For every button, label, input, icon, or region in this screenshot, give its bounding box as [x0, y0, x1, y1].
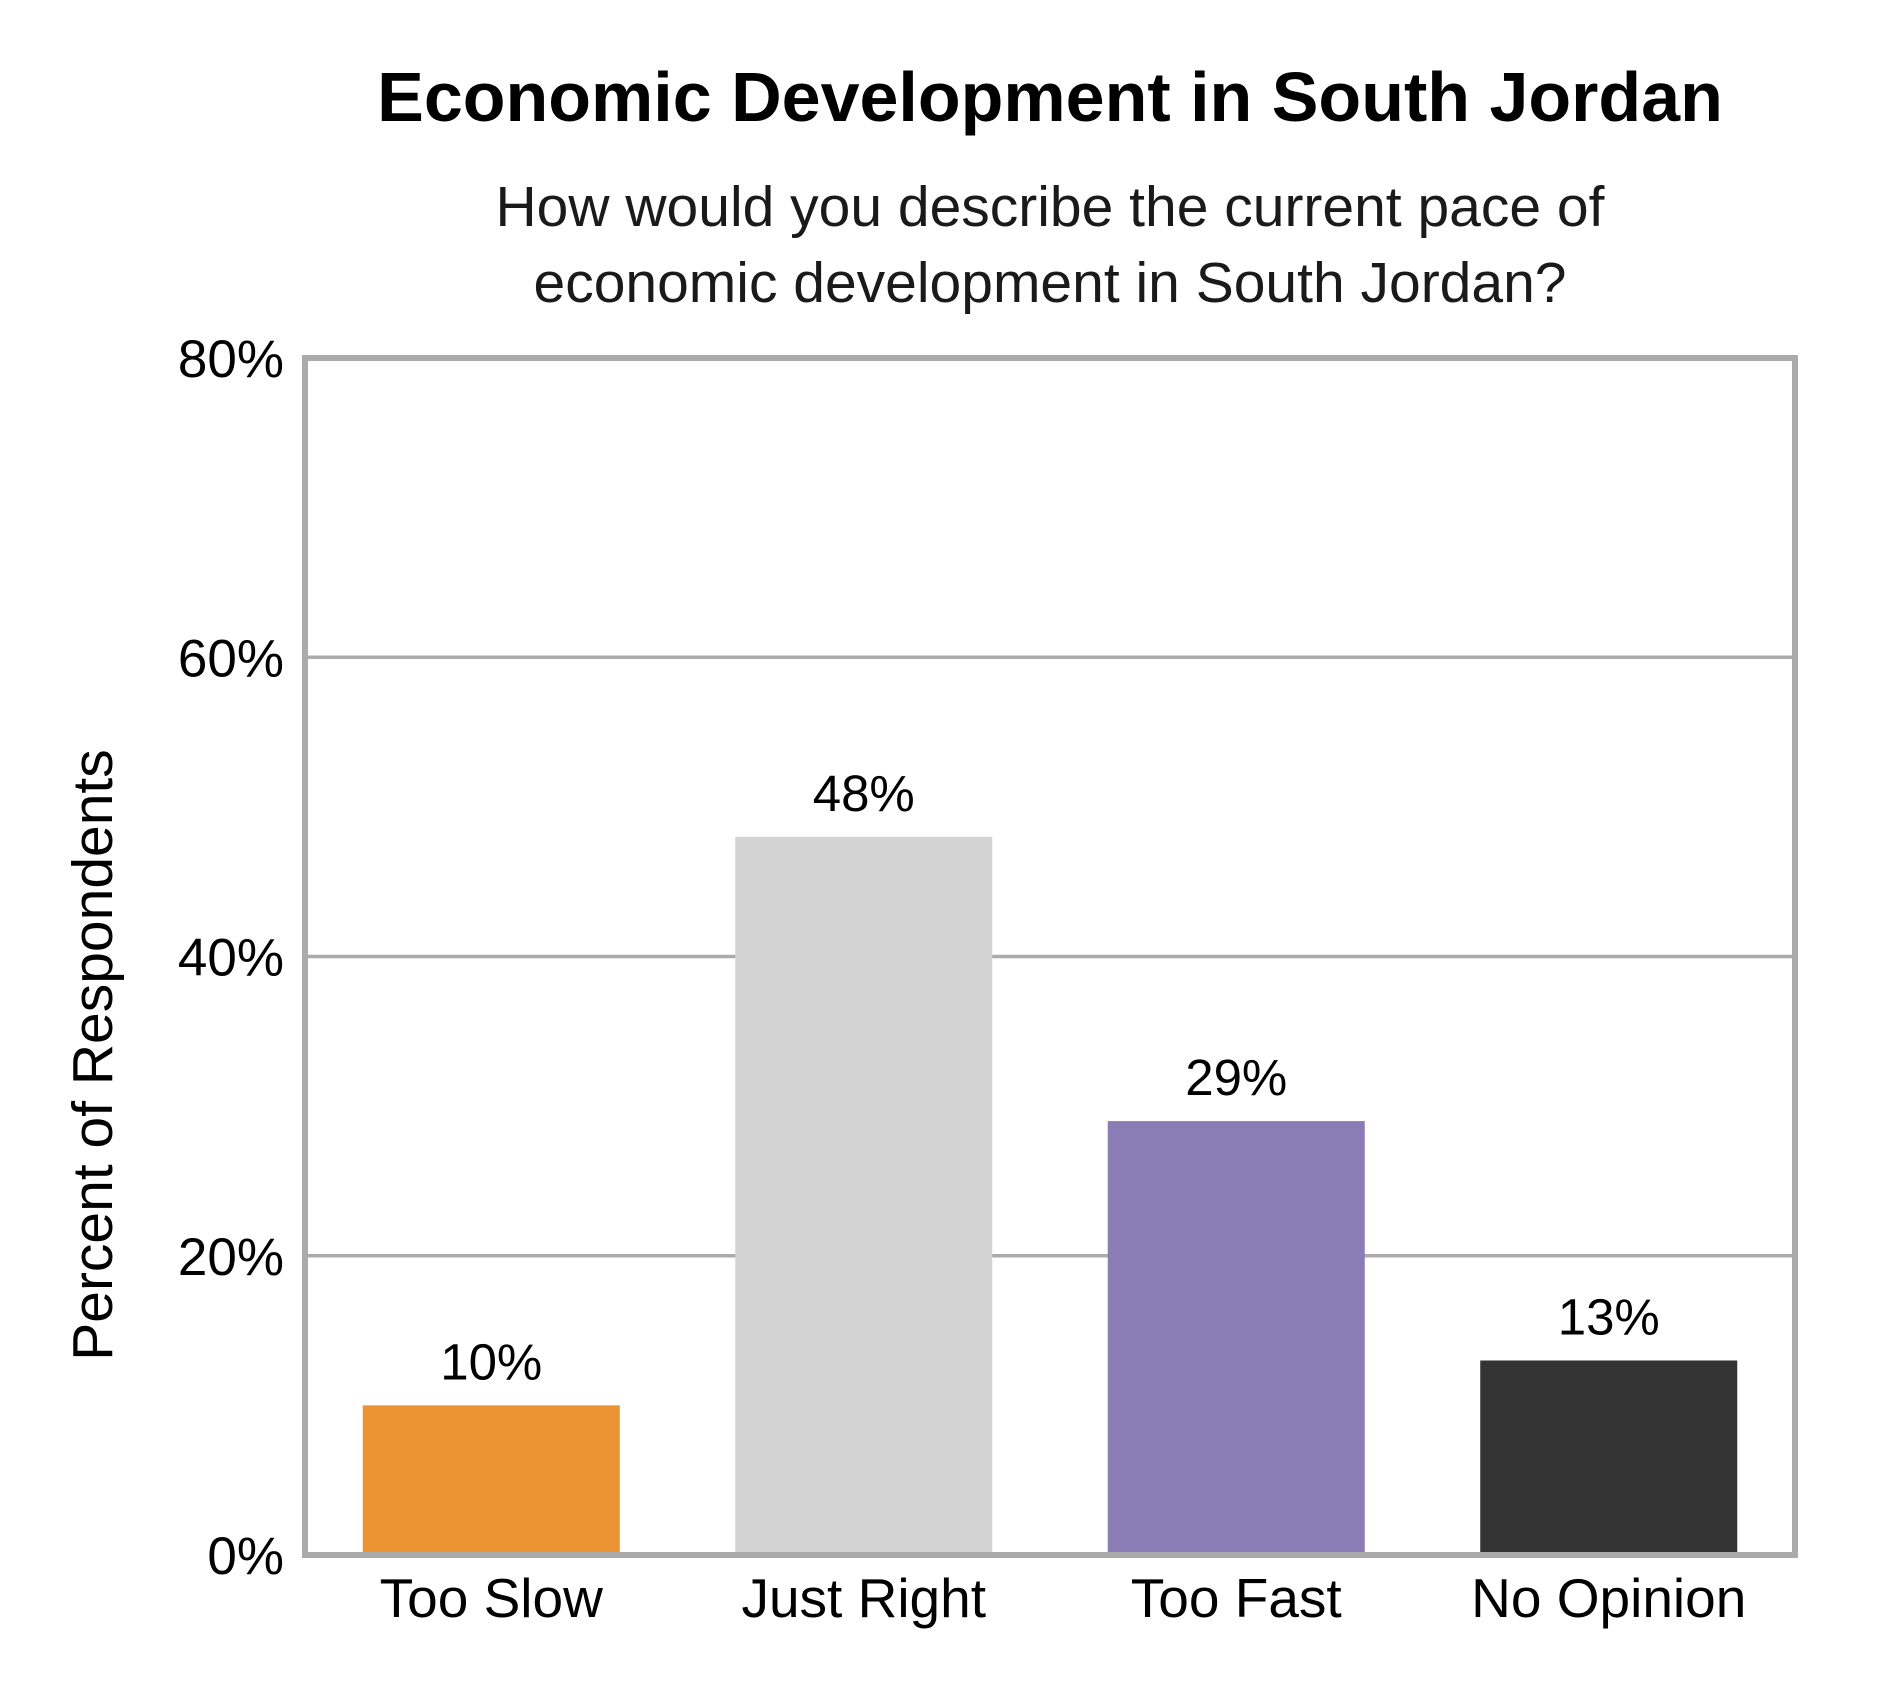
y-tick-label: 40% — [178, 929, 284, 988]
y-tick-label: 20% — [178, 1228, 284, 1287]
x-tick-label: Just Right — [741, 1567, 986, 1629]
x-tick-label: Too Fast — [1131, 1567, 1342, 1629]
chart-subtitle-line-2: economic development in South Jordan? — [534, 251, 1567, 315]
y-tick-labels: 0% 20% 40% 60% 80% — [178, 330, 284, 1586]
x-tick-label: No Opinion — [1471, 1567, 1746, 1629]
data-labels: 10% 48% 29% 13% — [440, 765, 1660, 1391]
y-tick-label: 80% — [178, 330, 284, 389]
data-label: 10% — [440, 1333, 542, 1390]
bar-too-slow — [362, 1405, 620, 1555]
x-tick-label: Too Slow — [380, 1567, 603, 1629]
y-axis-label: Percent of Respondents — [61, 749, 125, 1361]
bars — [362, 836, 1738, 1555]
gridlines — [305, 655, 1795, 1258]
bar-just-right — [735, 836, 993, 1555]
chart-title: Economic Development in South Jordan — [377, 58, 1723, 136]
data-label: 29% — [1185, 1049, 1287, 1106]
y-tick-label: 60% — [178, 629, 284, 688]
x-tick-labels: Too Slow Just Right Too Fast No Opinion — [380, 1567, 1747, 1629]
chart-subtitle-line-1: How would you describe the current pace … — [496, 175, 1605, 239]
plot-border — [302, 355, 1798, 1558]
bar-no-opinion — [1480, 1360, 1738, 1555]
data-label: 48% — [813, 765, 915, 822]
y-tick-label: 0% — [207, 1527, 284, 1586]
plot-frame — [302, 355, 1798, 1558]
data-label: 13% — [1558, 1288, 1660, 1345]
bar-too-fast — [1107, 1121, 1365, 1555]
